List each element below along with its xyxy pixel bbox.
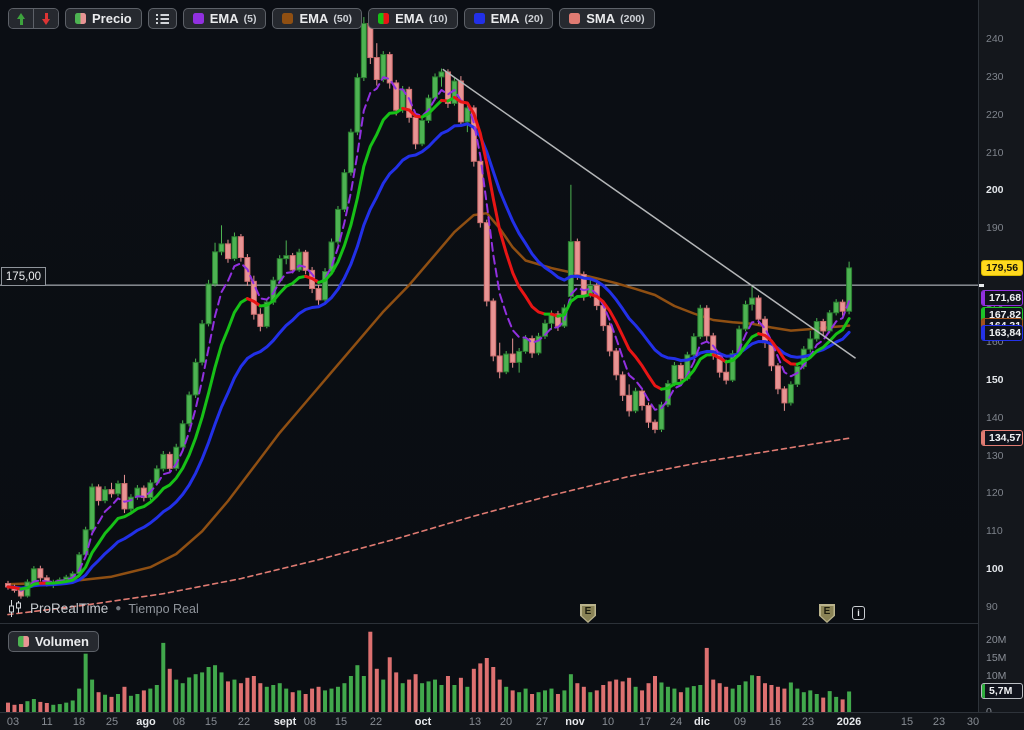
price-tick-label: 100 [986,563,1004,576]
price-swatch-icon [75,13,86,24]
price-legend-label: Precio [92,11,132,26]
indicator-label: EMA [209,11,239,26]
date-tick-label: 08 [303,716,317,728]
indicator-swatch-icon [192,13,204,24]
indicator-swatch-icon [282,13,294,24]
watermark-separator-icon: ● [115,603,122,614]
date-tick-label: 22 [369,716,383,728]
indicator-period: (200) [620,12,645,25]
indicator-period: (20) [524,12,544,25]
date-tick-label: 18 [72,716,86,728]
date-tick-label: nov [565,716,585,728]
price-tick-label: 220 [986,108,1004,121]
indicator-swatch-icon [473,13,485,24]
info-icon[interactable]: i [852,606,865,620]
indicator-label: EMA [490,11,520,26]
earnings-event-marker[interactable]: E [819,604,835,623]
prorealtime-logo-icon [9,600,21,617]
date-tick-label: 23 [801,716,815,728]
hline-axis-tick [979,283,984,287]
date-tick-label: 11 [41,716,53,728]
indicator-label: SMA [586,11,616,26]
indicator-period: (50) [333,12,353,25]
date-tick-label: 2026 [836,716,862,728]
down-arrow-icon [41,12,51,25]
date-tick-label: 16 [768,716,782,728]
date-tick-label: 25 [105,716,119,728]
indicator-list-button[interactable] [147,8,177,29]
date-tick-label: 15 [204,716,218,728]
indicator-swatch-icon [569,13,581,24]
hline-price-label[interactable]: 175,00 [1,267,46,286]
date-tick-label: 09 [733,716,747,728]
price-tick-label: 230 [986,70,1004,83]
date-tick-label: 08 [172,716,186,728]
earnings-event-marker[interactable]: E [580,604,596,623]
indicator-value-badge: 171,68 [981,289,1023,306]
date-tick-label: 27 [535,716,549,728]
sell-arrow-button[interactable] [33,9,58,28]
time-axis[interactable]: 03 11 18 25 ago 08 15 22 sept 08 15 22 oct 13 20 27 nov 1… [0,712,1024,730]
up-arrow-icon [16,12,26,25]
price-tick-label: 190 [986,222,1004,235]
date-tick-label: sept [273,716,297,728]
indicator-swatch-icon [378,13,390,24]
price-tick-label: 210 [986,146,1004,159]
order-buttons [8,8,59,29]
price-tick-label: 240 [986,33,1004,45]
watermark-mode: Tiempo Real [128,601,199,616]
indicator-period: (5) [243,12,257,25]
date-tick-label: 13 [468,716,482,728]
indicator-label: EMA [299,11,329,26]
buy-arrow-button[interactable] [9,9,33,28]
price-tick-label: 90 [986,601,998,613]
price-tick-label: 150 [986,373,1004,386]
last-price-badge: 179,56 [981,259,1023,276]
price-tick-label: 200 [986,184,1004,197]
indicator-period: (10) [428,12,448,25]
price-tick-label: 140 [986,411,1004,424]
date-tick-label: 20 [499,716,513,728]
toolbar: Precio EMA (5) EMA (50) EMA (10) EMA (20) SMA (20… [8,8,655,29]
list-icon [155,12,169,26]
price-axis[interactable]: 9010011012013014015016017018019020021022… [978,0,1024,718]
date-tick-label: 15 [334,716,348,728]
indicator-label: EMA [395,11,424,26]
date-tick-label: 15 [900,716,914,728]
price-tick-label: 110 [986,525,1003,538]
volume-tick-label: 15M [986,652,1007,664]
date-tick-label: 23 [932,716,946,728]
date-tick-label: 24 [669,716,683,728]
date-tick-label: 30 [966,716,980,728]
volume-value-badge: 5,7M [981,683,1023,700]
date-tick-label: 22 [237,716,251,728]
date-tick-label: 10 [601,716,615,728]
date-tick-label: oct [414,716,432,728]
volume-tick-label: 20M [986,634,1007,646]
indicator-chip-ema-10[interactable]: EMA (10) [368,8,458,29]
indicator-value-badge: 134,57 [981,430,1023,447]
volume-swatch-icon [18,636,29,647]
volume-legend-label: Volumen [35,634,89,649]
date-tick-label: 17 [638,716,652,728]
indicator-chip-ema-50[interactable]: EMA (50) [272,8,363,29]
date-tick-label: dic [694,716,710,728]
volume-tick-label: 10M [986,670,1007,682]
indicator-chip-ema-20[interactable]: EMA (20) [463,8,554,29]
date-tick-label: 03 [6,716,20,728]
indicator-chip-ema-5[interactable]: EMA (5) [182,8,267,29]
watermark-brand: ProRealTime [30,601,109,616]
panel-divider[interactable] [0,623,978,624]
indicator-chip-sma-200[interactable]: SMA (200) [559,8,655,29]
indicator-value-badge: 163,84 [981,324,1023,341]
price-legend-chip[interactable]: Precio [65,8,142,29]
price-tick-label: 130 [986,449,1004,462]
price-tick-label: 120 [986,487,1004,500]
volume-legend-chip[interactable]: Volumen [8,631,99,652]
date-tick-label: ago [136,716,156,728]
watermark: ProRealTime ● Tiempo Real [8,600,199,617]
